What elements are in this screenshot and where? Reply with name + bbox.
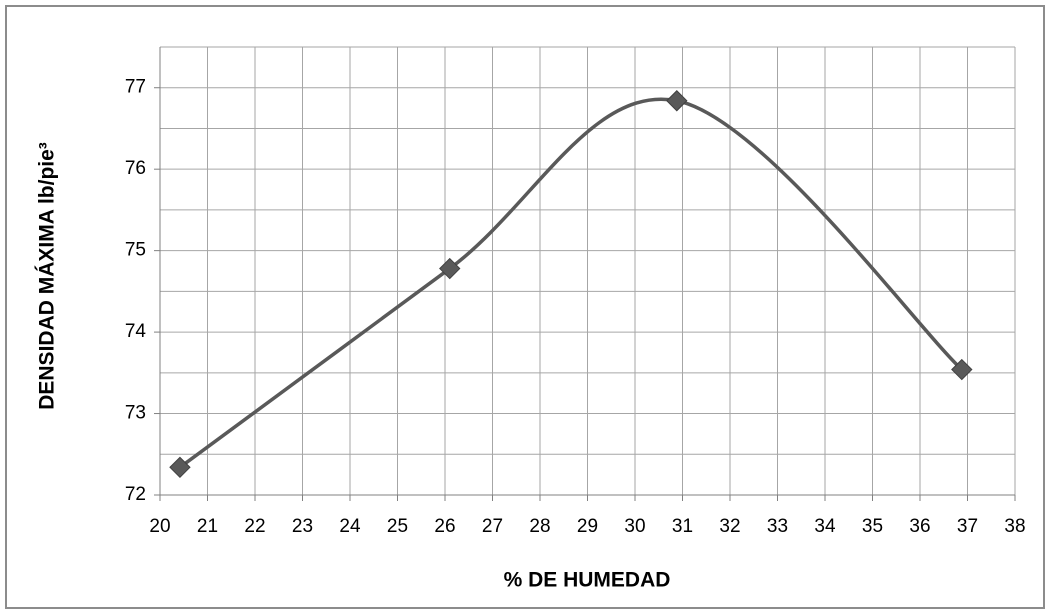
x-tick-label: 22 xyxy=(244,516,265,537)
x-tick-label: 21 xyxy=(197,516,218,537)
y-tick-label: 77 xyxy=(125,77,146,98)
x-tick-label: 24 xyxy=(339,516,361,537)
x-tick-label: 32 xyxy=(719,516,740,537)
marker xyxy=(169,456,191,479)
x-tick-label: 27 xyxy=(482,516,503,537)
x-tick-label: 30 xyxy=(624,516,645,537)
x-axis-label: % DE HUMEDAD xyxy=(504,569,671,592)
y-tick-label: 74 xyxy=(125,321,147,342)
x-tick-label: 33 xyxy=(767,516,788,537)
x-tick-label: 34 xyxy=(814,516,836,537)
x-tick-label: 36 xyxy=(909,516,930,537)
x-tick-label: 26 xyxy=(434,516,455,537)
marker xyxy=(951,358,973,381)
series-line xyxy=(178,97,964,469)
x-tick-label: 25 xyxy=(387,516,408,537)
x-tick-label: 35 xyxy=(862,516,883,537)
x-tick-label: 31 xyxy=(672,516,693,537)
x-tick-label: 38 xyxy=(1004,516,1025,537)
y-axis-label: DENSIDAD MÁXIMA lb/pie³ xyxy=(36,142,59,410)
x-tick-label: 29 xyxy=(577,516,598,537)
marker xyxy=(666,90,688,112)
x-tick-label: 28 xyxy=(529,516,550,537)
y-tick-label: 72 xyxy=(125,484,146,505)
chart-frame xyxy=(5,5,1045,609)
x-tick-label: 20 xyxy=(149,516,170,537)
marker xyxy=(439,257,461,280)
x-tick-label: 23 xyxy=(292,516,313,537)
y-tick-label: 75 xyxy=(125,240,146,261)
y-tick-label: 73 xyxy=(125,403,146,424)
x-tick-label: 37 xyxy=(957,516,978,537)
y-tick-label: 76 xyxy=(125,158,146,179)
